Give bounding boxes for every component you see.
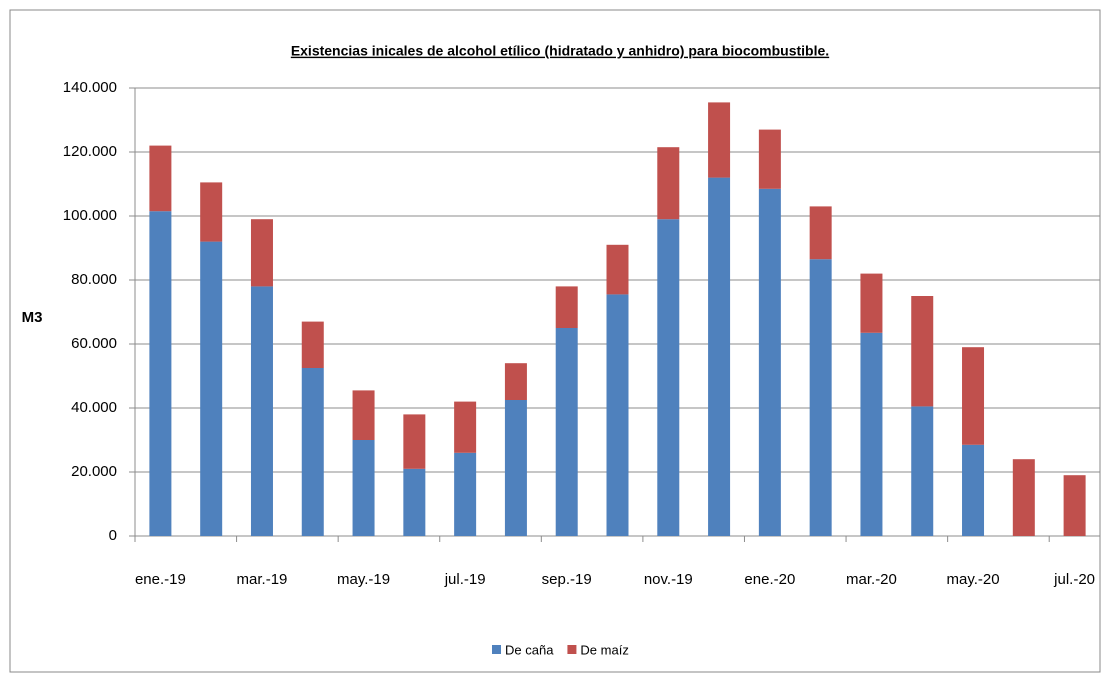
bar-segment	[352, 440, 375, 536]
bar-segment	[1012, 459, 1035, 536]
x-tick-label: ene.-20	[744, 571, 795, 588]
bar-segment	[301, 368, 324, 536]
bar-segment	[250, 286, 273, 536]
x-tick-label: mar.-19	[237, 571, 288, 588]
x-tick-label: may.-20	[946, 571, 999, 588]
x-tick-label: jul.-20	[1053, 571, 1095, 588]
bar-segment	[758, 188, 781, 537]
y-tick-label: 100.000	[63, 207, 117, 224]
bar-segment	[555, 328, 578, 536]
bar-segment	[352, 390, 375, 440]
bar-segment	[1063, 475, 1086, 536]
legend-label: De maíz	[580, 642, 628, 657]
y-tick-label: 80.000	[71, 271, 117, 288]
bar-segment	[911, 296, 934, 407]
chart-title: Existencias inicales de alcohol etílico …	[291, 43, 829, 59]
y-tick-label: 40.000	[71, 399, 117, 416]
bar-segment	[911, 406, 934, 536]
bar-segment	[301, 321, 324, 368]
bar-segment	[504, 363, 527, 400]
bar-segment	[149, 211, 172, 536]
bar-segment	[606, 294, 629, 536]
bar-segment	[504, 400, 527, 536]
y-tick-label: 20.000	[71, 463, 117, 480]
x-tick-label: may.-19	[337, 571, 390, 588]
bar-segment	[454, 452, 477, 536]
legend-swatch	[567, 645, 577, 654]
bar-segment	[809, 259, 832, 536]
x-tick-label: jul.-19	[444, 571, 486, 588]
bar-segment	[454, 401, 477, 453]
bar-segment	[250, 219, 273, 287]
bar-segment	[708, 177, 731, 536]
bar-segment	[860, 273, 883, 333]
y-tick-label: 60.000	[71, 335, 117, 352]
bar-segment	[962, 444, 985, 536]
bar-segment	[809, 206, 832, 260]
bar-segment	[657, 219, 680, 536]
bar-segment	[758, 129, 781, 189]
x-tick-label: mar.-20	[846, 571, 897, 588]
bar-segment	[962, 347, 985, 445]
y-tick-label: 0	[109, 527, 117, 544]
bar-segment	[657, 147, 680, 220]
bar-segment	[606, 244, 629, 295]
bar-segment	[149, 145, 172, 212]
bar-segment	[555, 286, 578, 328]
y-axis-label: M3	[22, 309, 43, 326]
y-tick-label: 120.000	[63, 143, 117, 160]
bar-segment	[403, 414, 426, 469]
bar-segment	[860, 332, 883, 536]
legend-label: De caña	[505, 642, 554, 657]
bar-segment	[200, 182, 223, 242]
bar-segment	[708, 102, 731, 178]
x-tick-label: nov.-19	[644, 571, 693, 588]
bar-segment	[200, 241, 223, 536]
x-tick-label: ene.-19	[135, 571, 186, 588]
y-tick-label: 140.000	[63, 79, 117, 96]
x-tick-label: sep.-19	[542, 571, 592, 588]
legend-swatch	[492, 645, 501, 654]
bar-segment	[403, 468, 426, 536]
